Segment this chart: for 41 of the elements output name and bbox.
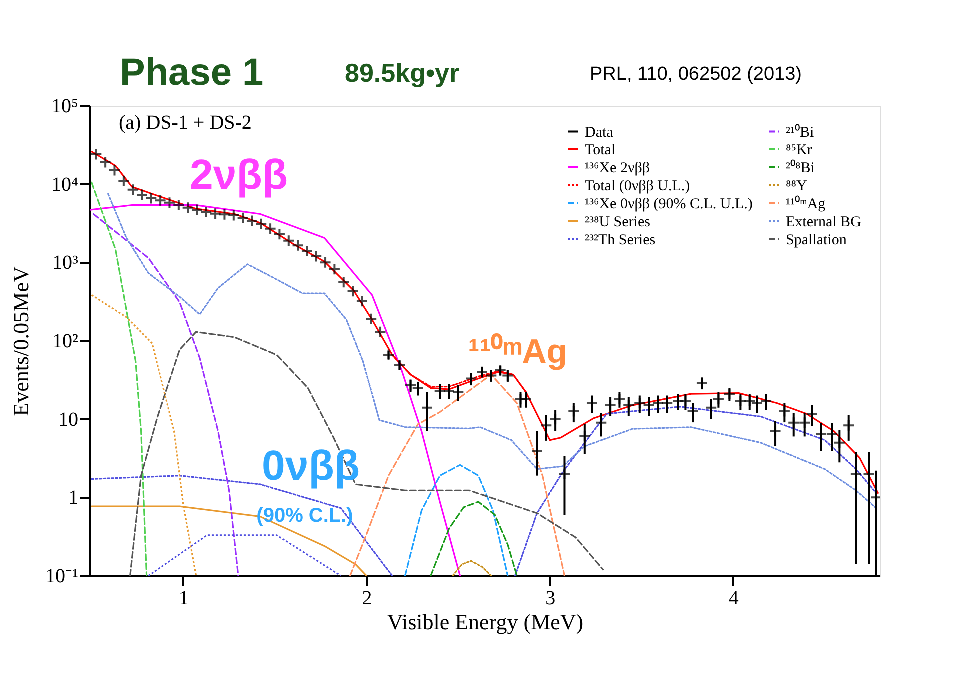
x-tick-label: 1 [178, 588, 189, 610]
legend-label: ²⁰⁸Bi [786, 160, 815, 176]
y-tick-label: 10⁻¹ [46, 566, 78, 588]
line-series [130, 331, 604, 576]
line-series [452, 560, 492, 576]
x-tick-label: 3 [546, 588, 556, 610]
x-axis-title: Visible Energy (MeV) [387, 610, 584, 634]
x-tick-label: 4 [728, 588, 739, 610]
y-tick-label: 10² [52, 330, 78, 352]
y-tick-label: 10⁴ [52, 174, 79, 196]
annotation: ¹¹⁰ᵐAg [468, 333, 568, 371]
x-tick-label: 2 [362, 588, 372, 610]
legend-label: Spallation [786, 232, 848, 248]
legend-label: ¹¹⁰ᵐAg [786, 196, 826, 212]
legend-label: ⁸⁵Kr [786, 142, 812, 158]
annotation: 0νββ [262, 442, 360, 489]
line-series [430, 501, 518, 576]
y-tick-label: 10 [58, 408, 78, 431]
line-series [90, 204, 462, 576]
y-tick-label: 10⁵ [52, 96, 78, 118]
chart-title: Phase 1 [120, 52, 264, 94]
legend-label: ²¹⁰Bi [786, 124, 814, 141]
legend-label: Total (0νββ U.L.) [585, 178, 690, 194]
legend-label: Total [585, 142, 616, 158]
legend-label: ²³²Th Series [585, 232, 656, 248]
legend-label: ⁸⁸Y [786, 178, 808, 194]
y-tick-label: 10³ [52, 252, 78, 274]
y-axis-title: Events/0.05MeV [8, 266, 34, 416]
legend-label: ¹³⁶Xe 2νββ [585, 160, 650, 176]
chart-subtitle: 89.5kg•yr [345, 58, 460, 88]
legend-label: ²³⁸U Series [585, 214, 651, 230]
legend-label: External BG [786, 214, 862, 230]
line-series [92, 213, 240, 576]
line-series [404, 464, 509, 576]
legend-label: Data [585, 124, 614, 141]
y-tick-label: 1 [68, 487, 78, 510]
line-series [91, 182, 148, 576]
annotation: 2νββ [190, 151, 288, 198]
annotation: (a) DS-1 + DS-2 [119, 112, 252, 134]
legend-label: ¹³⁶Xe 0νββ (90% C.L. U.L.) [585, 196, 753, 212]
text: PRL, 110, 062502 (2013) [590, 64, 802, 85]
